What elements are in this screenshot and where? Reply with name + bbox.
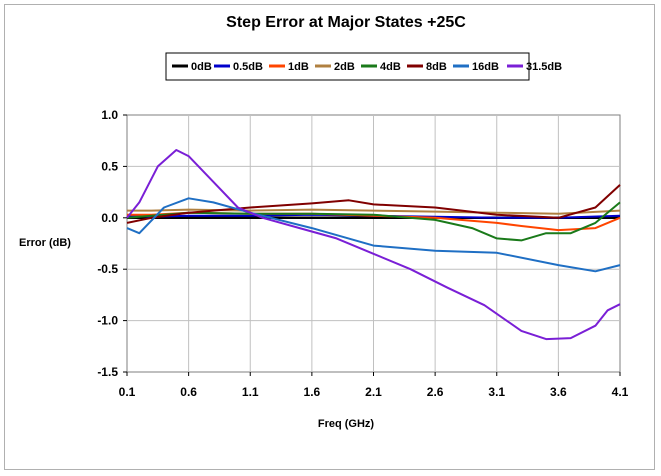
legend-label: 1dB — [288, 61, 309, 73]
x-tick-label: 3.1 — [488, 385, 505, 399]
legend-label: 4dB — [380, 61, 401, 73]
y-tick-label: 1.0 — [101, 108, 118, 122]
legend: 0dB 0.5dB 1dB 2dB 4dB 8dB 16dB 31.5dB — [165, 52, 562, 81]
x-axis-ticks: 0.1 0.6 1.1 1.6 2.1 2.6 3.1 3.6 4.1 — [119, 372, 629, 399]
x-tick-label: 0.1 — [119, 385, 136, 399]
x-axis-label: Freq (GHz) — [318, 418, 375, 430]
y-tick-label: -1.5 — [97, 365, 118, 379]
series-line-16dB — [126, 197, 621, 273]
series-line-8dB — [126, 184, 621, 224]
x-tick-label: 0.6 — [180, 385, 197, 399]
x-tick-label: 4.1 — [612, 385, 629, 399]
y-axis-label: Error (dB) — [19, 237, 71, 249]
x-tick-label: 2.1 — [365, 385, 382, 399]
y-tick-label: -0.5 — [97, 262, 118, 276]
legend-label: 0dB — [191, 61, 212, 73]
x-tick-label: 2.6 — [427, 385, 444, 399]
series-lines — [126, 149, 621, 341]
legend-label: 31.5dB — [526, 61, 562, 73]
legend-label: 2dB — [334, 61, 355, 73]
x-tick-label: 3.6 — [550, 385, 567, 399]
y-tick-label: 0.5 — [101, 159, 118, 173]
x-tick-label: 1.1 — [242, 385, 259, 399]
legend-label: 8dB — [426, 61, 447, 73]
chart-title: Step Error at Major States +25C — [226, 14, 466, 31]
y-axis-ticks: -1.5 -1.0 -0.5 0.0 0.5 1.0 — [97, 108, 127, 379]
series-line-4dB — [126, 201, 621, 242]
series-line-2dB — [127, 208, 621, 215]
x-tick-label: 1.6 — [304, 385, 321, 399]
y-tick-label: -1.0 — [97, 314, 118, 328]
series-line-31.5dB — [126, 149, 621, 341]
legend-label: 0.5dB — [233, 61, 263, 73]
legend-label: 16dB — [472, 61, 499, 73]
y-tick-label: 0.0 — [101, 211, 118, 225]
